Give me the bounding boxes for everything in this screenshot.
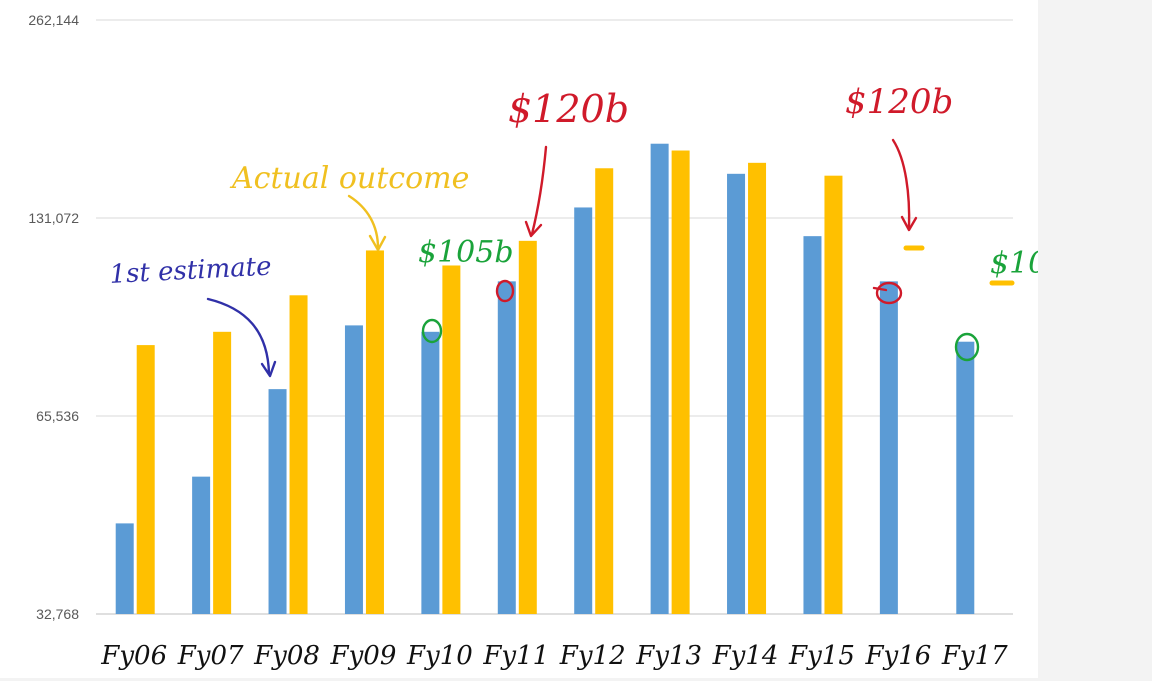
bars: [115, 143, 975, 615]
bar-series-0-fy13: [650, 143, 669, 614]
bar-series-0-fy16: [879, 281, 898, 614]
arrow-120b-fy16: [891, 138, 911, 230]
arrow-1st-estimate-head: [260, 360, 277, 378]
bar-series-1-fy06: [136, 345, 155, 614]
x-category-label: Fy15: [788, 641, 855, 671]
bar-series-1-fy08: [289, 295, 308, 614]
bar-series-0-fy11: [497, 281, 516, 614]
bar-series-1-fy11: [518, 240, 537, 615]
x-axis-labels: Fy06 Fy07 Fy08 Fy09 Fy10 Fy11 Fy12 Fy13 Fy14 Fy15…: [100, 641, 1008, 671]
y-tick-label: 262,144: [28, 12, 79, 28]
bar-series-0-fy17: [956, 341, 975, 614]
x-category-label: Fy09: [330, 641, 397, 671]
y-tick-label: 32,768: [36, 606, 79, 622]
arrows: [206, 138, 918, 378]
bar-series-1-fy14: [748, 162, 767, 614]
arrow-actual-outcome: [347, 194, 380, 250]
bar-series-0-fy08: [268, 389, 287, 614]
x-category-label: Fy14: [712, 641, 779, 671]
bar-series-1-fy07: [213, 331, 232, 614]
bar-series-0-fy07: [192, 476, 211, 614]
bar-series-0-fy12: [574, 207, 593, 614]
bar-series-1-fy09: [365, 250, 384, 614]
x-category-label: Fy06: [100, 641, 167, 671]
bar-series-0-fy09: [344, 325, 363, 614]
y-tick-label: 65,536: [36, 408, 79, 424]
dash-markers: [903, 245, 1015, 286]
circle-marker-fy16: [875, 281, 903, 305]
arrow-120b-fy11: [530, 145, 548, 236]
chart-area: 32,768 65,536 131,072 262,144 Fy06 Fy07 Fy08 F…: [0, 0, 1038, 678]
x-category-label: Fy07: [177, 641, 244, 671]
annotation-1st-estimate: 1st estimate: [109, 252, 272, 290]
arrow-120b-fy16-head: [900, 215, 918, 232]
bar-series-1-fy12: [595, 168, 614, 614]
circle-marker-fy10: [421, 318, 443, 344]
bar-series-1-fy13: [671, 150, 690, 614]
circle-marker-fy17: [954, 332, 980, 362]
x-category-label: Fy10: [406, 641, 473, 671]
annotation-actual-outcome: Actual outcome: [229, 161, 469, 196]
x-category-label: Fy08: [253, 641, 320, 671]
x-category-label: Fy12: [559, 641, 626, 671]
arrow-1st-estimate: [206, 297, 271, 376]
gridlines: [96, 19, 1013, 615]
bar-series-0-fy14: [727, 173, 746, 614]
x-category-label: Fy11: [482, 641, 549, 671]
annotation-105b-fy10: $105b: [418, 235, 514, 270]
annotation-105b-fy17: $105b: [990, 246, 1038, 281]
y-axis-ticks: 32,768 65,536 131,072 262,144: [28, 12, 79, 622]
bar-series-0-fy15: [803, 236, 822, 614]
arrow-actual-outcome-head: [368, 234, 387, 252]
x-category-label: Fy17: [941, 641, 1008, 671]
y-tick-label: 131,072: [28, 210, 79, 226]
circle-marker-fy16-tick: [872, 286, 888, 292]
markers: [421, 279, 980, 362]
x-category-label: Fy13: [635, 641, 702, 671]
arrow-120b-fy11-head: [524, 220, 543, 238]
bar-series-0-fy06: [115, 523, 134, 614]
bar-series-0-fy10: [421, 331, 440, 614]
bar-series-1-fy10: [442, 265, 461, 614]
bar-series-1-fy15: [824, 175, 843, 614]
annotation-120b-fy11: $120b: [508, 87, 629, 131]
x-category-label: Fy16: [864, 641, 931, 671]
annotation-120b-fy16: $120b: [845, 82, 953, 122]
circle-marker-fy11: [495, 279, 515, 303]
